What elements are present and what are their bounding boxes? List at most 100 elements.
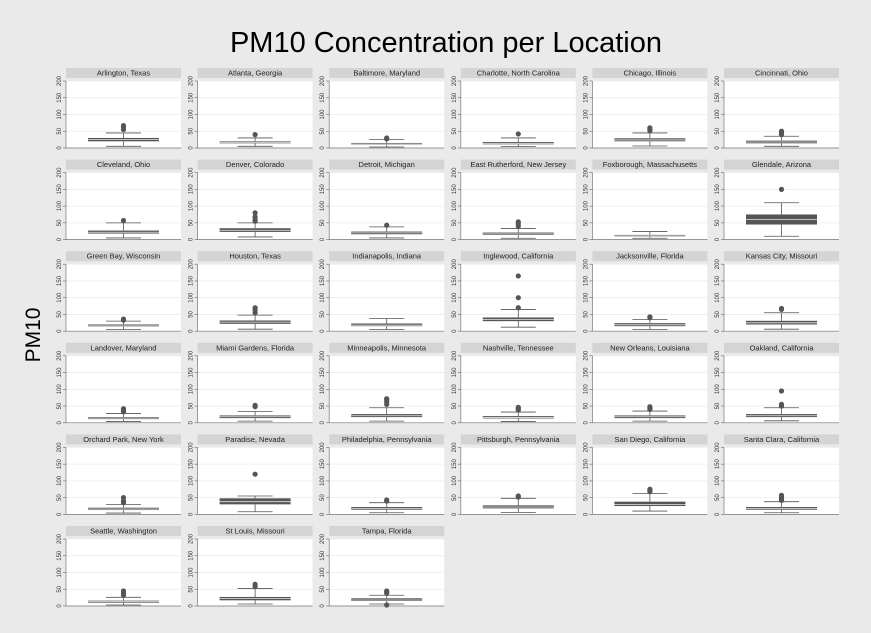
y-tick-label: 0 — [452, 329, 458, 333]
y-tick-label: 100 — [715, 109, 721, 120]
facet-strip — [329, 434, 445, 445]
facet-panel: Seattle, Washington 0 50 100 150 200 — [57, 526, 181, 608]
facet-label: Tampa, Florida — [362, 527, 412, 536]
y-tick-label: 150 — [57, 184, 63, 195]
y-tick-label: 0 — [715, 420, 721, 424]
y-tick-label: 200 — [57, 350, 63, 361]
y-tick-label: 50 — [715, 310, 721, 317]
y-tick-label: 150 — [715, 184, 721, 195]
y-tick-label: 100 — [189, 475, 195, 486]
y-tick-label: 0 — [715, 329, 721, 333]
y-tick-label: 150 — [583, 458, 589, 469]
y-axis-label: PM10 — [22, 308, 45, 363]
y-tick-label: 0 — [320, 512, 326, 516]
facet-panel: Chicago, Illinois 0 50 100 150 200 — [583, 68, 708, 150]
y-tick-label: 150 — [189, 367, 195, 378]
y-tick-label: 50 — [57, 494, 63, 501]
facet-label: Seattle, Washington — [90, 527, 157, 536]
outlier-point — [515, 131, 521, 137]
y-tick-label: 100 — [57, 567, 63, 578]
y-tick-label: 0 — [189, 237, 195, 241]
facet-label: Philadelphia, Pennsylvania — [342, 435, 432, 444]
facet-panel: Foxborough, Massachusetts 0 50 100 150 200 — [583, 159, 708, 241]
facet-strip — [66, 159, 181, 170]
outlier-point — [252, 471, 258, 477]
y-tick-label: 100 — [320, 475, 326, 486]
y-tick-label: 150 — [452, 458, 458, 469]
facet-label: Cleveland, Ohio — [97, 160, 150, 169]
y-tick-label: 50 — [452, 310, 458, 317]
facet-panel: Paradise, Nevada 0 50 100 150 200 — [189, 434, 313, 516]
facet-label: Indianapolis, Indiana — [352, 252, 422, 261]
y-tick-label: 200 — [452, 442, 458, 453]
y-tick-label: 100 — [583, 292, 589, 303]
facet-strip — [197, 251, 313, 262]
facet-strip — [66, 434, 181, 445]
facet-label: Landover, Maryland — [91, 343, 157, 352]
y-tick-label: 50 — [189, 402, 195, 409]
facet-label: Jacksonville, Florida — [616, 252, 684, 261]
facet-strip — [724, 68, 839, 78]
y-tick-label: 200 — [189, 75, 195, 86]
outlier-point — [252, 210, 258, 216]
facet-strip — [66, 251, 181, 262]
facet-panel: Cleveland, Ohio 0 50 100 150 200 — [57, 159, 181, 241]
facet-panel: Inglewood, California 0 50 100 150 200 — [452, 251, 576, 333]
outlier-point — [120, 588, 127, 594]
y-tick-label: 100 — [452, 200, 458, 211]
y-tick-label: 0 — [57, 237, 63, 241]
outlier-point — [778, 305, 785, 312]
y-tick-label: 100 — [189, 109, 195, 120]
y-tick-label: 150 — [583, 184, 589, 195]
facet-label: Glendale, Arizona — [752, 160, 812, 169]
y-tick-label: 50 — [715, 402, 721, 409]
outlier-point — [515, 305, 521, 311]
y-tick-label: 100 — [189, 200, 195, 211]
y-tick-label: 150 — [57, 92, 63, 103]
y-tick-label: 50 — [57, 219, 63, 226]
outlier-point — [384, 602, 390, 608]
y-tick-label: 200 — [320, 533, 326, 544]
facet-panel: Charlotte, North Carolina 0 50 100 150 200 — [452, 68, 576, 150]
facet-strip — [329, 159, 445, 170]
y-tick-label: 150 — [715, 92, 721, 103]
y-tick-label: 100 — [583, 475, 589, 486]
facet-strip — [197, 159, 313, 170]
y-tick-label: 0 — [189, 604, 195, 608]
y-tick-label: 50 — [189, 127, 195, 134]
facet-label: Pittsburgh, Pennsylvania — [477, 435, 560, 444]
outlier-point — [384, 222, 390, 228]
facet-label: Kansas City, Missouri — [746, 252, 818, 261]
facet-strip — [592, 251, 708, 262]
y-tick-label: 0 — [452, 237, 458, 241]
y-tick-label: 100 — [715, 384, 721, 395]
y-tick-label: 0 — [583, 329, 589, 333]
y-tick-label: 50 — [57, 402, 63, 409]
y-tick-label: 200 — [320, 442, 326, 453]
y-tick-label: 0 — [320, 420, 326, 424]
y-tick-label: 150 — [57, 458, 63, 469]
y-tick-label: 200 — [715, 75, 721, 86]
outlier-point — [120, 495, 127, 501]
y-tick-label: 0 — [57, 329, 63, 333]
facet-strip — [329, 526, 445, 536]
y-tick-label: 50 — [583, 127, 589, 134]
y-tick-label: 150 — [320, 458, 326, 469]
facet-panel: Houston, Texas 0 50 100 150 200 — [189, 251, 313, 333]
y-tick-label: 100 — [583, 200, 589, 211]
outlier-point — [778, 128, 785, 134]
y-tick-label: 200 — [320, 75, 326, 86]
outlier-point — [252, 402, 258, 408]
facet-strip — [592, 159, 708, 170]
y-tick-label: 150 — [715, 275, 721, 286]
y-tick-label: 100 — [715, 292, 721, 303]
facet-label: East Rutherford, New Jersey — [470, 160, 566, 169]
facet-strip — [460, 342, 576, 353]
facet-strip — [592, 68, 708, 78]
y-tick-label: 50 — [715, 127, 721, 134]
y-tick-label: 50 — [57, 127, 63, 134]
y-tick-label: 150 — [189, 184, 195, 195]
y-tick-label: 100 — [57, 109, 63, 120]
y-tick-label: 200 — [452, 75, 458, 86]
facet-panel: Philadelphia, Pennsylvania 0 50 100 150 200 — [320, 434, 445, 516]
